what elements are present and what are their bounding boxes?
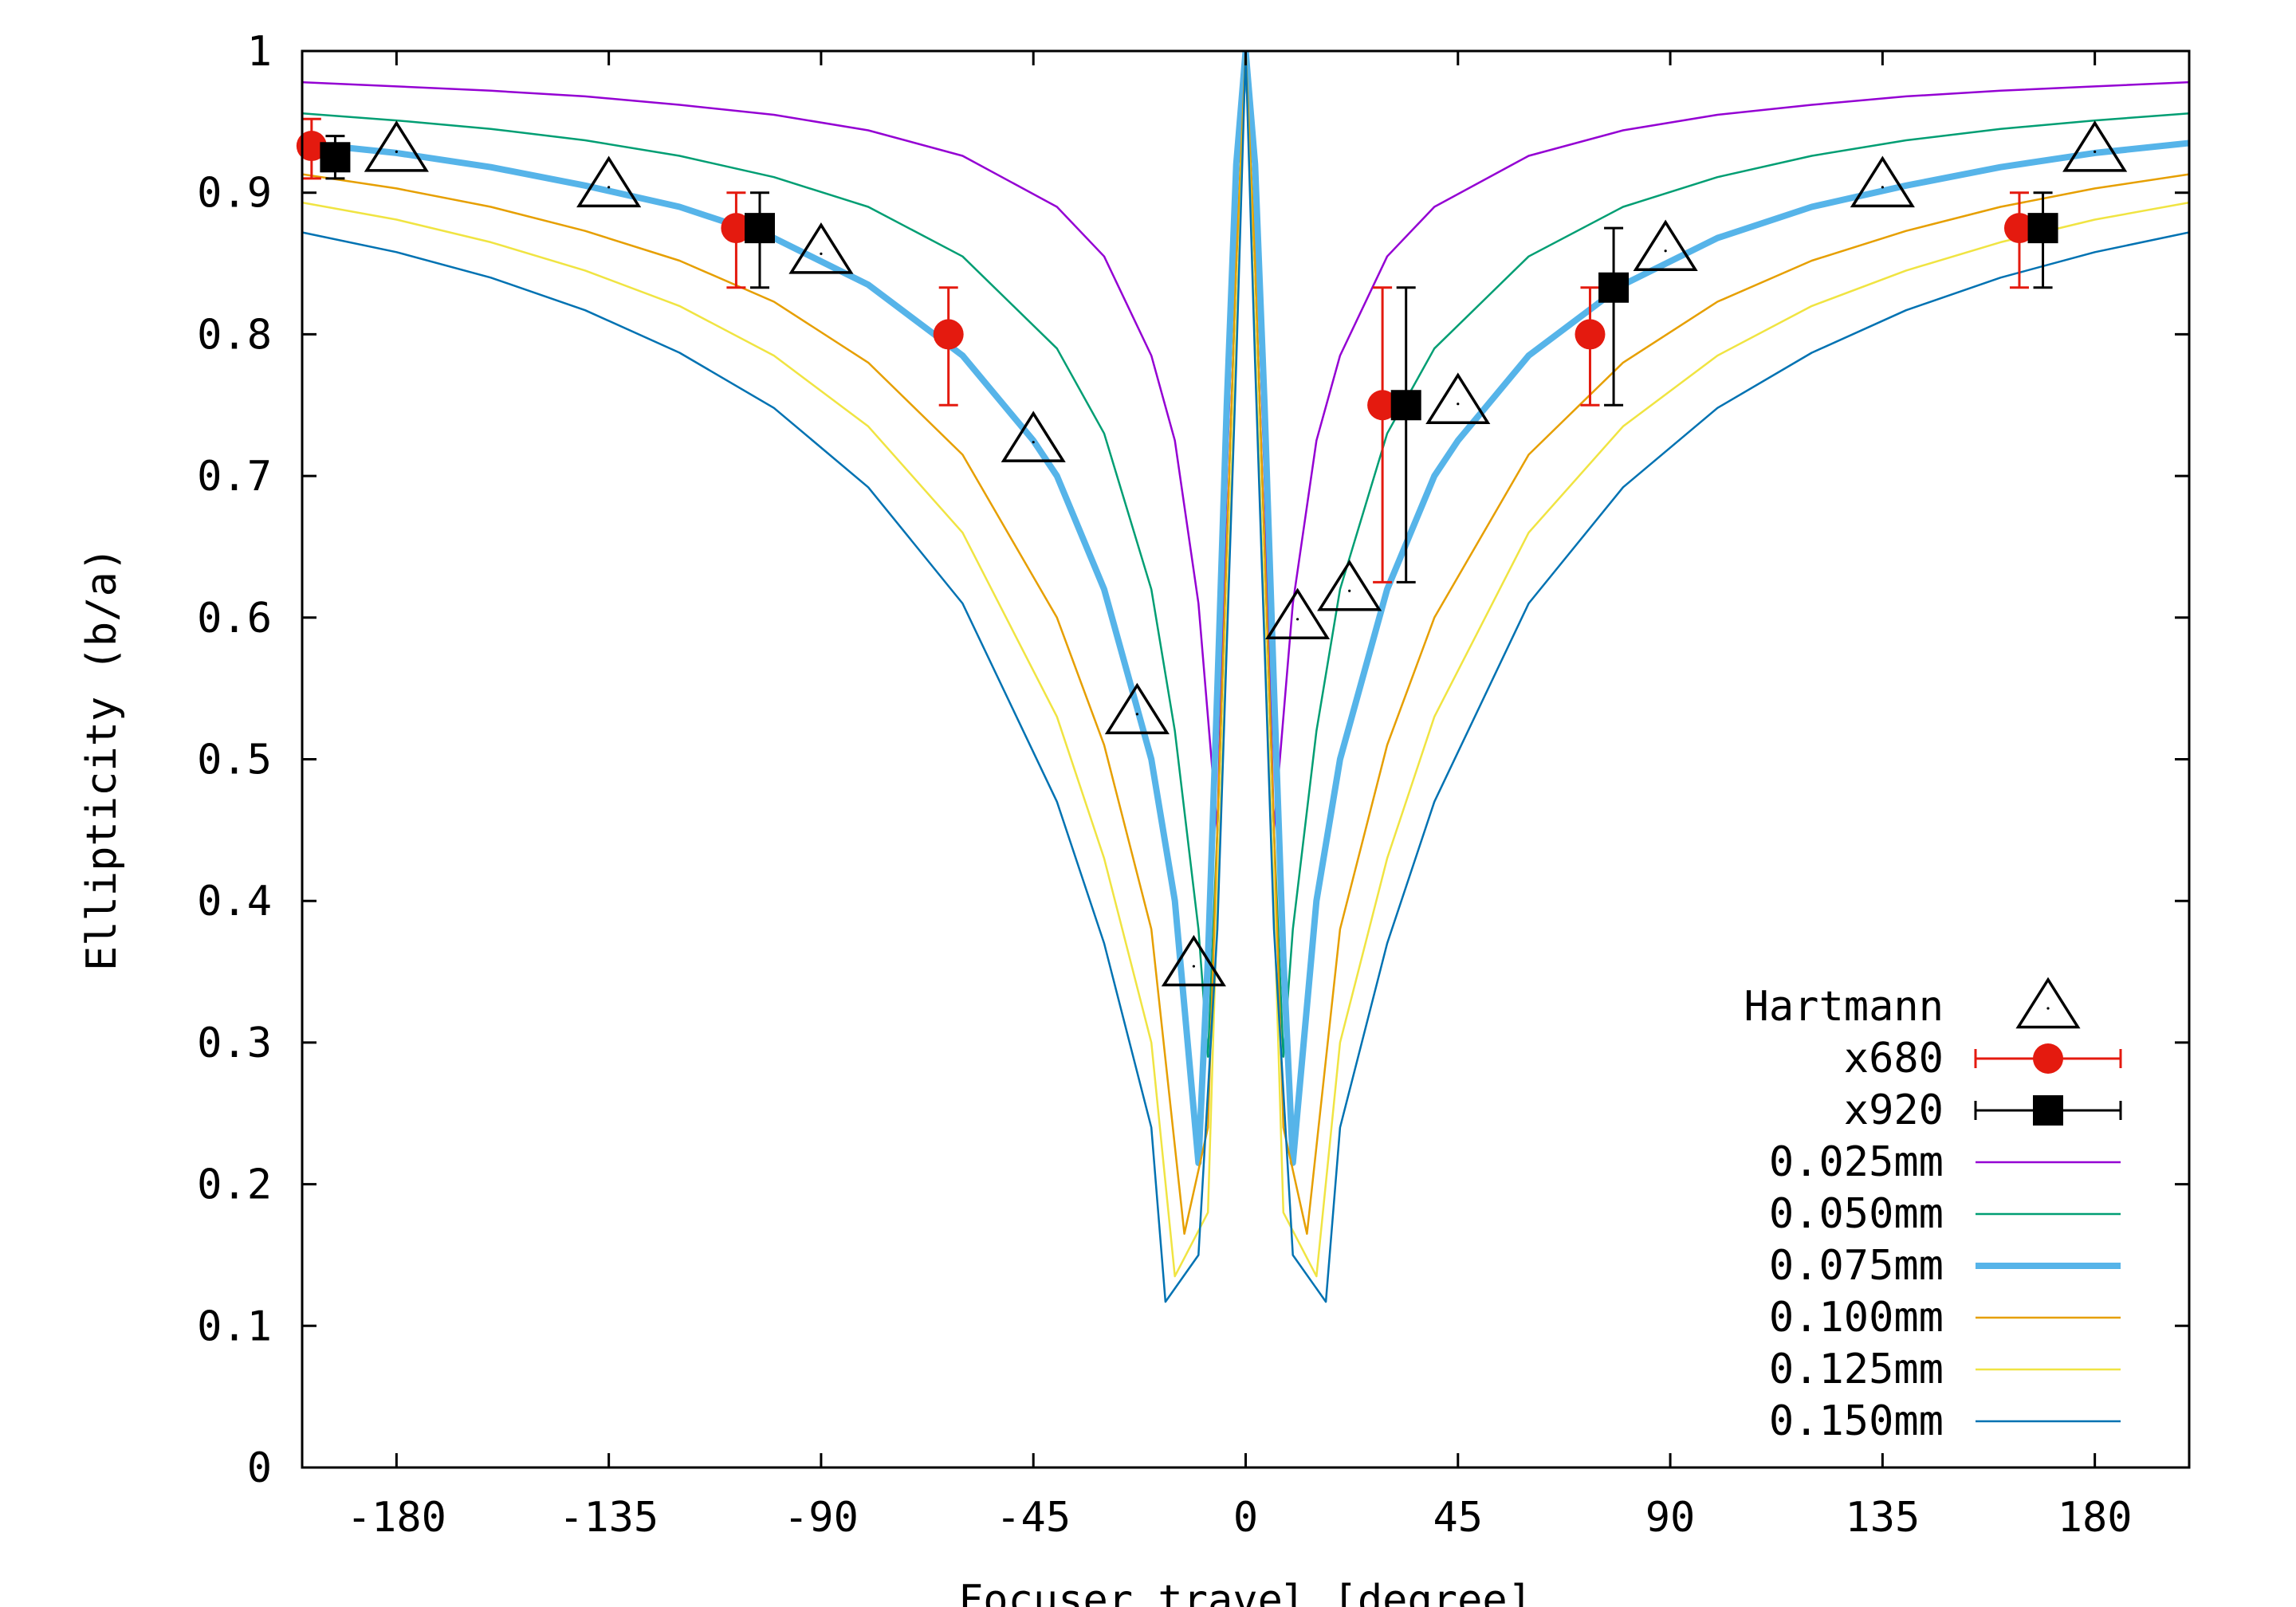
- legend-label: 0.150mm: [1769, 1397, 1944, 1445]
- hartmann-point-dot: [1348, 589, 1351, 592]
- hartmann-point: [576, 155, 642, 208]
- hartmann-point: [1001, 411, 1066, 462]
- hartmann-point-dot: [1032, 441, 1035, 444]
- legend-swatch-marker: [2015, 976, 2081, 1029]
- measured-points: [296, 117, 2128, 987]
- hartmann-point: [364, 120, 429, 172]
- x680-point: [1575, 319, 1606, 350]
- x920-point: [2027, 213, 2058, 244]
- hartmann-point: [2062, 120, 2128, 172]
- legend-label: 0.075mm: [1769, 1242, 1944, 1290]
- curve-0150mm: [302, 51, 2189, 1303]
- y-axis-label: Ellipticity (b/a): [78, 547, 126, 971]
- x-tick-label: 180: [2058, 1494, 2133, 1542]
- y-tick-label: 0.4: [197, 878, 272, 925]
- x-tick-label: -45: [996, 1494, 1071, 1542]
- axis-ticks: -180 -135 -90 -45 0 45 90 135 180 0 0.1 0.2 0.3 0.4 0.…: [197, 28, 2189, 1542]
- hartmann-point-dot: [2094, 150, 2097, 153]
- hartmann-point-dot: [820, 252, 823, 255]
- x-tick-label: -90: [784, 1494, 859, 1542]
- x-tick-label: 135: [1845, 1494, 1920, 1542]
- legend-label: Hartmann: [1744, 983, 1944, 1031]
- x680-point: [2003, 213, 2035, 244]
- hartmann-point-dot: [1457, 403, 1460, 406]
- hartmann-point: [1850, 155, 1915, 208]
- x-tick-label: 90: [1645, 1494, 1696, 1542]
- hartmann-point: [1161, 934, 1226, 987]
- y-tick-label: 0.7: [197, 453, 272, 501]
- legend-label: x680: [1844, 1035, 1944, 1082]
- x-tick-label: 0: [1233, 1494, 1258, 1542]
- legend-swatch-marker: [2033, 1095, 2063, 1126]
- x680-point: [1367, 390, 1398, 421]
- x680-point: [721, 213, 752, 244]
- y-tick-label: 0.1: [197, 1302, 272, 1350]
- hartmann-point: [1425, 372, 1491, 424]
- x-tick-label: -180: [347, 1494, 446, 1542]
- y-tick-label: 0.8: [197, 311, 272, 359]
- x680-point: [933, 319, 964, 350]
- y-tick-label: 0.5: [197, 737, 272, 784]
- hartmann-point: [1633, 219, 1698, 272]
- curve-0100mm: [302, 51, 2189, 1236]
- y-tick-label: 0.9: [197, 170, 272, 218]
- legend-label: 0.100mm: [1769, 1294, 1944, 1342]
- hartmann-point-dot: [1192, 965, 1196, 968]
- x680-point: [296, 131, 327, 162]
- x920-point: [744, 213, 775, 244]
- x920-point: [320, 142, 351, 173]
- hartmann-point: [1265, 587, 1331, 640]
- x-axis-label: Focuser travel [degree]: [958, 1577, 1532, 1607]
- curve-0050mm: [302, 51, 2189, 1058]
- legend-swatch-marker: [2033, 1043, 2063, 1074]
- x-tick-label: 45: [1433, 1494, 1483, 1542]
- curve-0025mm: [302, 51, 2189, 831]
- y-tick-label: 0: [247, 1444, 272, 1492]
- legend-label: 0.050mm: [1769, 1190, 1944, 1238]
- hartmann-point-dot: [395, 150, 398, 153]
- hartmann-point-dot: [1135, 713, 1138, 716]
- y-tick-label: 1: [247, 28, 272, 76]
- hartmann-point-dot: [1881, 186, 1884, 189]
- y-tick-label: 0.6: [197, 595, 272, 642]
- legend-swatch-marker-dot: [2046, 1007, 2050, 1010]
- hartmann-point-dot: [607, 186, 611, 189]
- hartmann-point: [788, 222, 854, 274]
- hartmann-point-dot: [1664, 249, 1667, 253]
- legend-label: 0.125mm: [1769, 1346, 1944, 1393]
- y-tick-label: 0.2: [197, 1161, 272, 1209]
- hartmann-point: [1317, 559, 1382, 611]
- chart-legend: Hartmannx680x9200.025mm0.050mm0.075mm0.1…: [1744, 976, 2122, 1445]
- hartmann-point: [1104, 682, 1170, 735]
- x920-point: [1598, 272, 1630, 303]
- y-tick-label: 0.3: [197, 1020, 272, 1067]
- legend-label: x920: [1844, 1086, 1944, 1134]
- x920-point: [1390, 390, 1421, 421]
- hartmann-point-dot: [1295, 618, 1299, 621]
- legend-label: 0.025mm: [1769, 1138, 1944, 1186]
- curve-0125mm: [302, 51, 2189, 1278]
- x-tick-label: -135: [559, 1494, 659, 1542]
